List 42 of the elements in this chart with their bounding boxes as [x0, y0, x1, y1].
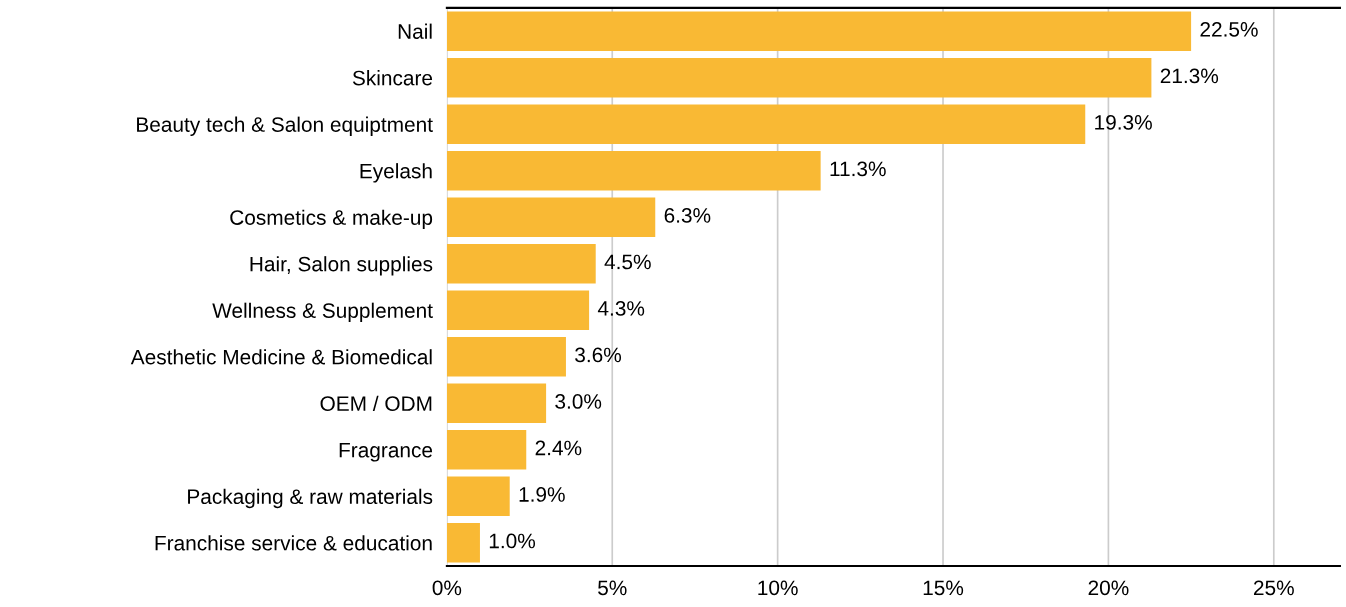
- bar: [446, 243, 596, 284]
- bar: [446, 11, 1192, 51]
- y-tick-label: Hair, Salon supplies: [250, 256, 433, 276]
- bar: [446, 57, 1152, 98]
- data-label: 2.4%: [535, 440, 582, 456]
- bar: [446, 429, 527, 470]
- data-label: 21.3%: [1160, 68, 1219, 84]
- bar: [446, 336, 566, 377]
- y-tick-label: Franchise service & education: [155, 535, 432, 551]
- x-tick-label: 25%: [1253, 580, 1294, 596]
- data-label: 6.3%: [664, 208, 711, 223]
- data-label: 4.3%: [597, 301, 645, 316]
- y-tick-label: OEM / ODM: [320, 395, 432, 411]
- y-tick-label: Aesthetic Medicine & Biomedical: [130, 349, 432, 365]
- data-label: 19.3%: [1095, 115, 1152, 130]
- bar: [446, 290, 590, 330]
- x-tick-label: 15%: [923, 580, 964, 596]
- y-tick-label: Skincare: [352, 70, 433, 86]
- y-tick-label: Fragrance: [339, 442, 433, 462]
- y-tick-label: Cosmetics & make-up: [230, 209, 433, 230]
- bar: [446, 197, 656, 237]
- y-tick-label: Beauty tech & Salon equiptment: [137, 116, 433, 137]
- data-label: 4.5%: [604, 254, 651, 270]
- y-tick-label: Nail: [398, 23, 432, 39]
- y-tick-label: Eyelash: [360, 163, 432, 183]
- bar: [446, 104, 1086, 144]
- bar: [446, 150, 821, 191]
- data-label: 3.0%: [555, 394, 602, 409]
- x-tick-label: 10%: [758, 580, 798, 596]
- y-tick-label: Wellness & Supplement: [212, 302, 433, 323]
- bar: [446, 523, 480, 563]
- x-tick-label: 5%: [598, 580, 627, 596]
- bar: [446, 476, 510, 517]
- x-tick-label: 0%: [432, 580, 462, 596]
- x-tick-label: 20%: [1088, 580, 1129, 596]
- y-tick-label: Packaging & raw materials: [188, 488, 433, 509]
- data-label: 1.9%: [519, 487, 565, 502]
- bar: [446, 383, 547, 424]
- data-label: 11.3%: [830, 161, 886, 177]
- data-label: 3.6%: [575, 347, 622, 363]
- data-label: 22.5%: [1200, 21, 1258, 37]
- data-label: 1.0%: [489, 533, 536, 549]
